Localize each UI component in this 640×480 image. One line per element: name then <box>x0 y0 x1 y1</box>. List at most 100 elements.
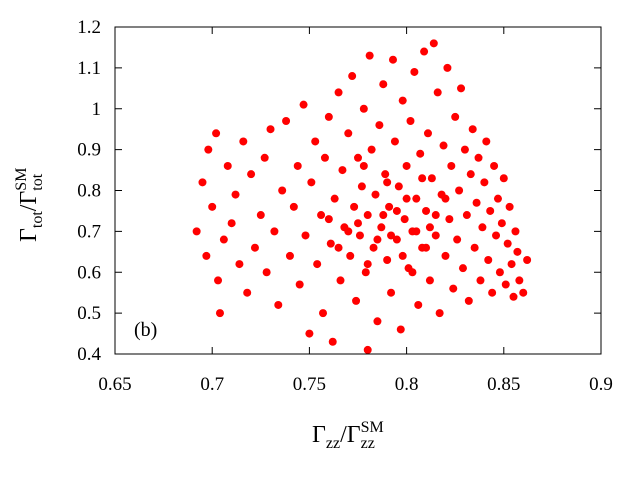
point <box>361 268 370 277</box>
points <box>192 39 532 354</box>
point <box>457 84 466 93</box>
point <box>260 153 269 162</box>
y-tick-label: 0.7 <box>77 221 101 242</box>
ylabel-label-part: SM <box>13 168 30 191</box>
point <box>334 243 343 252</box>
point <box>394 182 403 191</box>
point <box>451 112 460 121</box>
point <box>398 96 407 105</box>
point <box>392 206 401 215</box>
point <box>215 309 224 318</box>
point <box>441 194 450 203</box>
point <box>468 125 477 134</box>
point <box>208 202 217 211</box>
point <box>422 243 431 252</box>
point <box>515 276 524 285</box>
point <box>470 243 479 252</box>
point <box>336 276 345 285</box>
point <box>412 227 421 236</box>
point <box>235 260 244 269</box>
point <box>239 137 248 146</box>
point <box>412 194 421 203</box>
point <box>484 255 493 264</box>
ylabel-label-part: tot <box>29 173 46 190</box>
x-tick-label: 0.75 <box>293 374 326 395</box>
point <box>359 161 368 170</box>
point <box>313 260 322 269</box>
point <box>338 166 347 175</box>
point <box>439 141 448 150</box>
point <box>243 288 252 297</box>
point <box>344 129 353 138</box>
point <box>392 235 401 244</box>
xlabel-label-part: zz <box>361 435 375 452</box>
ylabel-label-part: Γ <box>16 228 42 242</box>
point <box>519 288 528 297</box>
ylabel-label: Γtot/ΓtotSM <box>13 168 46 242</box>
point <box>317 211 326 220</box>
point <box>396 325 405 334</box>
point <box>402 161 411 170</box>
point <box>373 235 382 244</box>
point <box>462 211 471 220</box>
point <box>425 276 434 285</box>
y-tick-label: 1.1 <box>77 58 101 79</box>
point <box>499 174 508 183</box>
point <box>443 63 452 72</box>
point <box>363 211 372 220</box>
point <box>256 211 265 220</box>
point <box>447 161 456 170</box>
point <box>363 345 372 354</box>
point <box>501 280 510 289</box>
point <box>507 260 516 269</box>
point <box>355 231 364 240</box>
xlabel-label: Γzz/ΓzzSM <box>312 419 384 452</box>
point <box>375 121 384 130</box>
point <box>219 235 228 244</box>
point <box>289 202 298 211</box>
point <box>511 227 520 236</box>
point <box>482 137 491 146</box>
point <box>223 161 232 170</box>
point <box>503 239 512 248</box>
annotation: (b) <box>134 319 157 341</box>
point <box>490 161 499 170</box>
y-tick-label: 1.2 <box>77 17 101 38</box>
point <box>311 137 320 146</box>
point <box>346 251 355 260</box>
point <box>334 88 343 97</box>
x-tick-label: 0.9 <box>589 374 613 395</box>
y-tick-label: 0.5 <box>77 303 101 324</box>
point <box>455 186 464 195</box>
point <box>202 251 211 260</box>
point <box>354 219 362 228</box>
plot-frame <box>114 26 602 355</box>
point <box>410 67 419 76</box>
xlabel-label-part: zz <box>326 435 340 452</box>
point <box>357 182 366 191</box>
point <box>478 223 487 232</box>
point <box>418 174 427 183</box>
point <box>523 255 532 264</box>
xlabel-label-part: /Γ <box>340 422 361 448</box>
point <box>379 80 388 89</box>
point <box>441 251 450 260</box>
point <box>427 174 436 183</box>
point <box>383 178 392 187</box>
point <box>198 178 207 187</box>
point <box>388 55 397 64</box>
point <box>449 284 458 293</box>
point <box>344 227 353 236</box>
point <box>505 202 514 211</box>
point <box>458 264 467 273</box>
point <box>204 145 213 154</box>
point <box>324 215 333 224</box>
x-tick-label: 0.7 <box>200 374 224 395</box>
point <box>416 149 425 158</box>
point <box>299 100 308 109</box>
point <box>227 219 236 228</box>
x-tick-label: 0.65 <box>98 374 131 395</box>
point <box>406 117 415 126</box>
point <box>324 112 333 121</box>
point <box>363 260 372 269</box>
